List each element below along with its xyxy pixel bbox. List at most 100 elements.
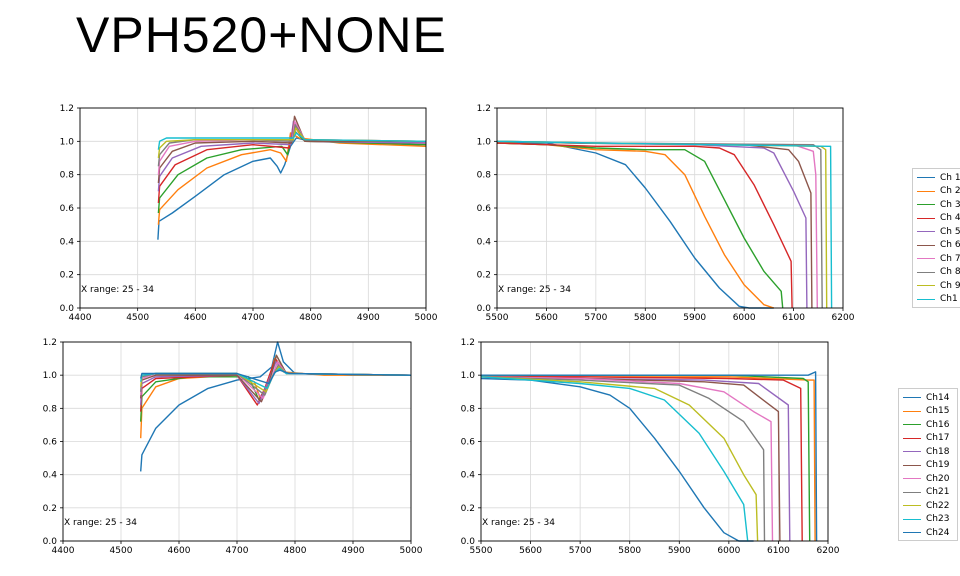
y-tick-label: 0.4 (477, 237, 492, 247)
y-tick-label: 1.0 (461, 371, 476, 381)
legend-swatch (917, 190, 935, 192)
series-line-0 (497, 142, 774, 309)
legend-entry: Ch23 (903, 513, 953, 527)
legend-entry: Ch 6 (917, 239, 960, 253)
x-range-annotation: X range: 25 - 34 (498, 285, 571, 295)
plot-frame (496, 107, 844, 309)
y-tick-label: 1.0 (477, 137, 492, 147)
series-line-1 (496, 142, 775, 309)
legend-label: Ch 5 (940, 226, 960, 237)
legend-label: Ch 2 (940, 186, 960, 197)
series-line-6 (480, 376, 774, 542)
legend-swatch (917, 298, 935, 300)
x-range-annotation: X range: 25 - 34 (81, 285, 154, 295)
plot-frame (480, 341, 829, 542)
x-tick-label: 5700 (584, 313, 607, 323)
legend-swatch (917, 258, 935, 260)
series-line-8 (480, 376, 759, 542)
legend-entry: Ch 2 (917, 185, 960, 199)
legend-swatch (917, 204, 935, 206)
legend-label: Ch16 (926, 419, 950, 430)
legend-swatch (903, 410, 921, 412)
x-range-annotation: X range: 25 - 34 (482, 518, 555, 528)
series-line-8 (157, 127, 427, 159)
y-tick-label: 0.0 (477, 304, 492, 314)
x-tick-label: 5000 (415, 313, 438, 323)
legend-entry: Ch24 (903, 526, 953, 540)
x-tick-label: 5800 (634, 313, 657, 323)
legend-label: Ch 3 (940, 199, 960, 210)
chart-2: 4400 4500 4600 4700 4800 4900 5000 0.0 0.2 0.4 0.6… (43, 338, 423, 556)
series-line-9 (496, 140, 833, 309)
legend-entry: Ch 4 (917, 212, 960, 226)
x-tick-label: 5500 (470, 546, 493, 556)
legend-swatch (917, 177, 935, 179)
legend-entry: Ch17 (903, 432, 953, 446)
legend-swatch (903, 532, 921, 534)
legend-entry: Ch 9 (917, 279, 960, 293)
x-tick-label: 4800 (299, 313, 322, 323)
legend-entry: Ch14 (903, 391, 953, 405)
legend-label: Ch 7 (940, 253, 960, 264)
legend-swatch (917, 217, 935, 219)
series-line-7 (140, 364, 412, 396)
x-tick-label: 6000 (733, 313, 756, 323)
legend-label: Ch15 (926, 406, 950, 417)
x-tick-label: 4400 (69, 313, 92, 323)
series-line-4 (480, 376, 791, 542)
legend-entry: Ch 7 (917, 252, 960, 266)
series-line-3 (481, 376, 803, 542)
x-tick-label: 6200 (817, 546, 840, 556)
legend-label: Ch18 (926, 446, 950, 457)
chart-1: 5500 5600 5700 5800 5900 6000 6100 6200 0.0 0.2 0.… (477, 104, 855, 323)
x-tick-label: 6100 (782, 313, 805, 323)
y-tick-label: 0.0 (60, 304, 75, 314)
y-tick-label: 0.2 (461, 504, 475, 514)
legend-label: Ch17 (926, 433, 950, 444)
series-line-9 (157, 132, 427, 150)
legend-label: Ch21 (926, 487, 950, 498)
legend-entry: Ch 8 (917, 266, 960, 280)
legend-swatch (903, 505, 921, 507)
legend-label: Ch22 (926, 500, 950, 511)
y-tick-label: 0.8 (461, 404, 476, 414)
x-tick-label: 5000 (400, 546, 423, 556)
series-line-5 (496, 140, 813, 309)
legend-label: Ch24 (926, 527, 950, 538)
y-tick-label: 0.4 (43, 471, 58, 481)
legend-swatch (903, 478, 921, 480)
legend-entry: Ch1 (917, 293, 960, 307)
x-tick-label: 5800 (618, 546, 641, 556)
x-tick-label: 4700 (226, 546, 249, 556)
series-line-3 (496, 142, 793, 309)
legend-swatch (917, 244, 935, 246)
series-line-4 (496, 140, 808, 309)
x-range-annotation: X range: 25 - 34 (64, 518, 137, 528)
y-tick-label: 1.2 (60, 104, 74, 114)
legend-entry: Ch 3 (917, 198, 960, 212)
x-tick-label: 4500 (126, 313, 149, 323)
legend-label: Ch 9 (940, 280, 960, 291)
legend-label: Ch19 (926, 460, 950, 471)
page-title: VPH520+NONE (76, 7, 447, 63)
x-tick-label: 4500 (110, 546, 133, 556)
chart-3: 5500 5600 5700 5800 5900 6000 6100 6200 0.0 0.2 0.… (461, 338, 840, 556)
y-tick-label: 0.2 (477, 271, 491, 281)
y-tick-label: 0.4 (60, 237, 75, 247)
legend-label: Ch 6 (940, 240, 960, 251)
legend-top-right: Ch 1 Ch 2 Ch 3 Ch 4 Ch 5 Ch 6 Ch 7 Ch 8 Ch 9 Ch1 (912, 168, 960, 308)
series-line-10 (140, 369, 412, 385)
x-tick-label: 4600 (168, 546, 191, 556)
plot-frame (79, 107, 427, 309)
series-line-6 (496, 140, 818, 309)
series-line-10 (481, 371, 818, 542)
x-tick-label: 4400 (52, 546, 75, 556)
chart-0: 4400 4500 4600 4700 4800 4900 5000 0.0 0.2 0.4 0.6… (60, 104, 438, 323)
legend-label: Ch 8 (940, 267, 960, 278)
x-tick-label: 4900 (342, 546, 365, 556)
x-tick-label: 5500 (486, 313, 509, 323)
legend-label: Ch23 (926, 514, 950, 525)
plot-frame (62, 341, 412, 542)
legend-swatch (903, 451, 921, 453)
